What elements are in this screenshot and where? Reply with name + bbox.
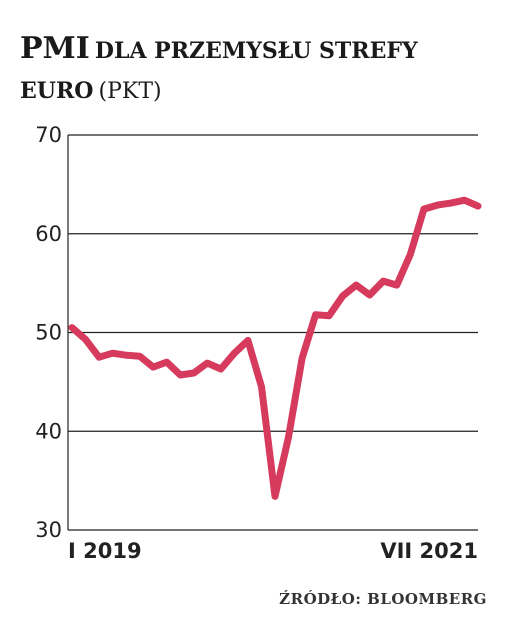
- title-rest-line2: EURO: [20, 78, 94, 104]
- series-layer: [68, 196, 482, 500]
- x-axis-ticks: I 2019 VII 2021: [68, 539, 478, 563]
- x-tick-label-1: VII 2021: [380, 539, 478, 563]
- title-unit: (PKT): [98, 79, 162, 104]
- source-note: ŹRÓDŁO: BLOOMBERG: [279, 590, 487, 608]
- y-tick-label-50: 50: [35, 321, 62, 345]
- chart-title: PMI DLA PRZEMYSŁU STREFY EURO (PKT): [20, 30, 510, 112]
- y-tick-label-70: 70: [35, 123, 62, 147]
- grid-lines: [67, 134, 478, 531]
- y-tick-label-30: 30: [35, 518, 62, 542]
- y-tick-label-60: 60: [35, 222, 62, 246]
- title-rest-line1: DLA PRZEMYSŁU STREFY: [94, 38, 418, 64]
- y-axis-ticks: 30 40 50 60 70: [35, 123, 62, 542]
- y-tick-label-40: 40: [35, 419, 62, 443]
- series-line-0: [68, 196, 482, 500]
- x-tick-label-0: I 2019: [68, 539, 142, 563]
- title-main: PMI: [20, 31, 90, 66]
